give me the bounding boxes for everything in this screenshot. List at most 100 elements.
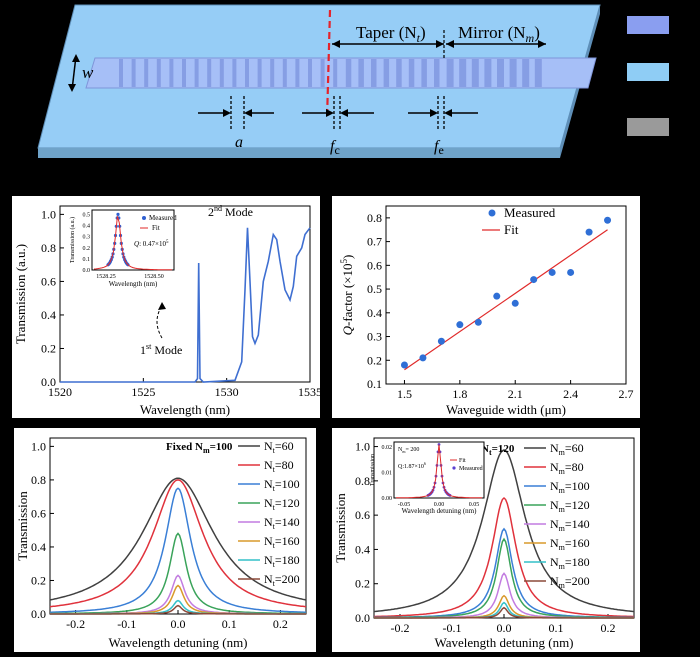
fc-marker: fc xyxy=(302,96,374,157)
measured-point xyxy=(511,299,519,307)
y-tick-label: 1.0 xyxy=(355,440,370,454)
y-tick-label: 0.0 xyxy=(31,607,46,621)
inset-y-tick-label: 0.2 xyxy=(83,246,91,252)
svg-text:a: a xyxy=(235,134,243,151)
inset-legend-measured-marker xyxy=(142,216,146,220)
series-line xyxy=(50,487,306,613)
hole xyxy=(383,59,390,87)
inset-y-tick-label: 0.3 xyxy=(83,235,91,241)
y-axis-label: Transmission (a.u.) xyxy=(13,244,28,344)
y-tick-label: 0.1 xyxy=(367,377,382,391)
inset-x-tick-label: 0.00 xyxy=(434,502,445,508)
y-tick-label: 0.4 xyxy=(41,308,56,322)
y-tick-label: 0.8 xyxy=(367,211,382,225)
inset-y-tick-label: 0.00 xyxy=(382,496,393,502)
hole xyxy=(345,59,352,87)
fe-marker: fe xyxy=(408,96,478,157)
inset-legend-measured-marker xyxy=(452,466,456,470)
legend-measured-marker xyxy=(488,209,496,217)
hole xyxy=(421,59,427,87)
y-tick-label: 0.8 xyxy=(355,474,370,488)
inset-measured-point xyxy=(116,212,120,216)
panel-d: -0.2 -0.1 0.0 0.1 0.2 0.0 0.2 0.4 0.6 0.8 1.0 Wavel… xyxy=(14,428,316,652)
hole xyxy=(471,59,479,87)
mode1-label: 1st Mode xyxy=(140,342,182,357)
period-marker: a xyxy=(198,96,274,151)
inset-legend-fit: Fit xyxy=(459,458,466,464)
mode1-arrowhead xyxy=(158,302,166,310)
measured-point xyxy=(474,318,482,326)
hole xyxy=(194,59,199,87)
legend-label: Nt=200 xyxy=(264,572,300,588)
spectrum-line xyxy=(60,227,311,383)
series-line xyxy=(49,477,307,601)
x-tick-label: -0.2 xyxy=(66,617,85,631)
q-factor-chart: 1.5 1.8 2.1 2.4 2.7 0.1 0.2 0.3 0.4 0.5 0.6 0.7 0.8 W… xyxy=(339,205,634,417)
x-tick-label: 1520 xyxy=(48,385,72,399)
y-tick-label: 0.6 xyxy=(355,508,370,522)
panel-b: 1520 1525 1530 1535 0.0 0.2 0.4 0.6 0.8 1.0 Wavele… xyxy=(12,196,322,418)
substrate-side xyxy=(38,148,560,158)
y-tick-label: 0.0 xyxy=(355,611,370,625)
y-axis-label: Transmission xyxy=(333,493,348,563)
hole xyxy=(308,59,312,87)
y-tick-label: 1.0 xyxy=(31,439,46,453)
legend-swatch-waveguide xyxy=(627,16,669,34)
hole xyxy=(320,59,325,87)
hole xyxy=(484,59,492,87)
legend-swatch-substrate xyxy=(627,118,669,136)
transmission-spectrum-chart: 1520 1525 1530 1535 0.0 0.2 0.4 0.6 0.8 1.0 Wavele… xyxy=(13,204,322,417)
center-line xyxy=(325,9,332,121)
legend-label: Nm=200 xyxy=(550,574,590,590)
y-tick-label: 0.2 xyxy=(41,341,56,355)
mode2-label: 2nd Mode xyxy=(208,204,253,219)
x-axis-label: Waveguide width (μm) xyxy=(446,402,566,417)
inset-y-tick-label: 0.01 xyxy=(382,471,393,477)
inset-x-label: Wavelength detuning (nm) xyxy=(402,507,478,515)
inset-y-tick-label: 0.0 xyxy=(83,268,91,274)
series-line xyxy=(374,496,634,618)
legend-label: Nt=140 xyxy=(264,515,300,531)
x-tick-label: 1.5 xyxy=(397,387,412,401)
legend-fit: Fit xyxy=(504,222,519,237)
mirror-sweep-chart: -0.2 -0.1 0.0 0.1 0.2 0.0 0.2 0.4 0.6 0.8 1.0 Wavel… xyxy=(333,437,635,650)
photonic-crystal-holes xyxy=(119,59,542,87)
y-tick-label: 0.7 xyxy=(367,235,382,249)
y-tick-label: 0.4 xyxy=(31,540,46,554)
y-tick-label: 0.2 xyxy=(31,573,46,587)
y-tick-label: 0.6 xyxy=(367,258,382,272)
inset-q-label: Q:1.87×106 xyxy=(398,461,426,470)
y-tick-label: 0.4 xyxy=(355,542,370,556)
x-tick-label: 1535 xyxy=(298,385,320,399)
hole xyxy=(156,59,161,87)
hole xyxy=(358,59,364,87)
y-tick-label: 0.2 xyxy=(355,577,370,591)
hole xyxy=(371,59,377,87)
hole xyxy=(245,59,249,87)
inset-x-tick-label: 1528.50 xyxy=(144,274,164,280)
device-schematic: Taper (Nt) Mirror (Nm) w a fc fe xyxy=(0,0,700,190)
inset-y-tick-label: 0.5 xyxy=(83,212,91,218)
hole xyxy=(119,59,123,87)
fit-line xyxy=(404,229,608,371)
x-tick-label: 2.4 xyxy=(563,387,578,401)
hole xyxy=(522,59,530,87)
legend-label: Nt=60 xyxy=(264,439,294,455)
inset-y-tick-label: 0.1 xyxy=(83,257,91,263)
legend-label: Nm=180 xyxy=(550,555,590,571)
measured-point xyxy=(400,361,408,369)
inset-title: Nm= 200 xyxy=(398,447,419,454)
x-tick-label: 0.2 xyxy=(273,617,288,631)
y-tick-label: 0.3 xyxy=(367,330,382,344)
legend-label: Nm=160 xyxy=(550,536,590,552)
legend-label: Nm=140 xyxy=(550,517,590,533)
series-line xyxy=(50,604,306,615)
x-tick-label: -0.1 xyxy=(443,621,462,635)
hole xyxy=(182,59,186,87)
x-tick-label: 0.0 xyxy=(497,621,512,635)
x-tick-label: 0.1 xyxy=(222,617,237,631)
inset-x-tick-label: -0.05 xyxy=(398,502,411,508)
y-tick-label: 0.6 xyxy=(31,506,46,520)
hole xyxy=(396,59,402,87)
x-tick-label: 1525 xyxy=(131,385,155,399)
